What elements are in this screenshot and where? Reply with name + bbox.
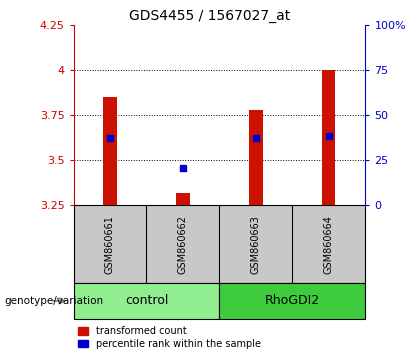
Bar (322, 70, 336, 205)
Legend: transformed count, percentile rank within the sample: transformed count, percentile rank withi… (79, 326, 261, 349)
Text: GDS4455 / 1567027_at: GDS4455 / 1567027_at (129, 9, 291, 23)
Text: GSM860661: GSM860661 (105, 215, 115, 274)
Bar (249, 110, 262, 205)
Bar (220, 283, 365, 319)
Text: GSM860664: GSM860664 (324, 215, 334, 274)
Text: RhoGDI2: RhoGDI2 (265, 295, 320, 307)
Text: genotype/variation: genotype/variation (4, 296, 103, 306)
Text: control: control (125, 295, 168, 307)
Bar (103, 97, 117, 205)
Bar (74, 283, 220, 319)
Bar (176, 193, 189, 205)
Text: GSM860663: GSM860663 (251, 215, 261, 274)
Text: GSM860662: GSM860662 (178, 215, 188, 274)
